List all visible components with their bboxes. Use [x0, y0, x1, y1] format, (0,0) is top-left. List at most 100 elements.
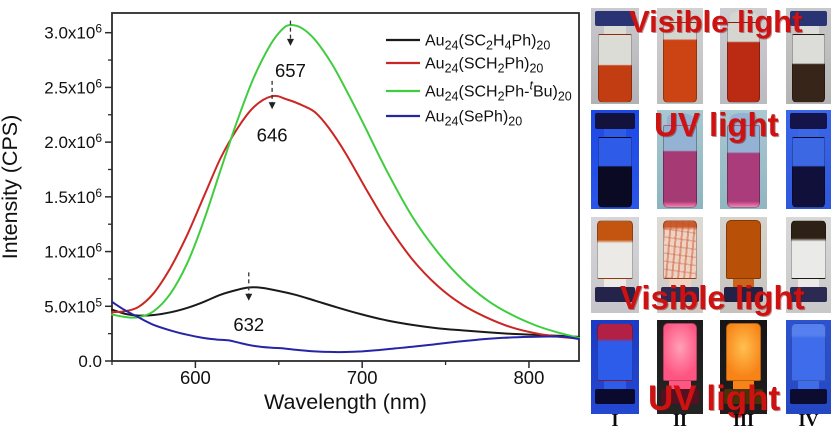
vial-neck — [798, 26, 819, 34]
y-tick-label: 5.0x105 — [44, 295, 102, 316]
vial-body — [726, 22, 761, 103]
vial-cap — [594, 112, 636, 129]
vial-photo-r3-c4 — [786, 217, 831, 313]
y-tick-label: 3.0x106 — [44, 22, 102, 43]
y-axis-label: Intensity (CPS) — [0, 115, 22, 260]
vial — [786, 320, 831, 414]
vial-body — [597, 136, 633, 208]
vial-cap — [789, 388, 828, 404]
vial-cap — [789, 112, 828, 129]
vial — [657, 110, 703, 209]
series-line-SCH2Ph — [111, 94, 580, 340]
vial-neck — [669, 381, 691, 389]
vial — [591, 8, 639, 104]
vial — [786, 8, 831, 104]
vial-body — [663, 22, 697, 103]
vial-body — [792, 136, 825, 208]
series-line-SCH2Ph-tBu — [111, 23, 580, 339]
vial-neck — [730, 10, 757, 23]
vial-cap — [789, 287, 828, 303]
column-label-II: II — [672, 410, 687, 430]
y-tick-label: 0.0 — [78, 352, 102, 371]
vial-photo-r4-c2 — [657, 320, 703, 414]
y-tick-label: 1.0x106 — [44, 241, 102, 262]
x-tick-label: 800 — [514, 367, 545, 388]
peak-arrowhead-646 — [268, 102, 276, 110]
vial — [591, 217, 639, 313]
column-label-III: III — [732, 410, 754, 430]
legend-label-SePh: Au24(SePh)20 — [425, 109, 522, 129]
vial-body — [596, 322, 634, 382]
vial-photo-r2-c3 — [720, 110, 767, 209]
vial-photo-r2-c1 — [591, 110, 639, 209]
vial-cap — [660, 287, 700, 303]
vial — [720, 217, 767, 313]
vial-photo-r2-c2 — [657, 110, 703, 209]
peak-label-632: 632 — [233, 314, 264, 335]
peak-label-657: 657 — [275, 60, 306, 81]
vial-neck — [730, 112, 757, 125]
vial-photo-r4-c1 — [591, 320, 639, 414]
vial-cap — [594, 287, 636, 303]
vial — [720, 8, 767, 104]
x-axis-label: Wavelength (nm) — [264, 390, 427, 414]
vial-cap — [594, 388, 636, 404]
vial-neck — [603, 381, 627, 389]
vial-body — [792, 33, 825, 103]
y-tick-label: 2.0x106 — [44, 131, 102, 152]
vial-photo-r1-c2 — [657, 8, 703, 104]
vial-cap — [723, 287, 764, 303]
vial-body — [596, 219, 634, 280]
peak-arrowhead-632 — [245, 293, 253, 301]
series-line-SePh — [111, 300, 580, 354]
vial — [657, 8, 703, 104]
vial-neck — [798, 279, 819, 288]
vial-photo-r3-c2 — [657, 217, 703, 313]
visible-light-label-bottom: Visible light — [620, 279, 805, 316]
vial-body — [663, 124, 697, 208]
vial-body — [662, 219, 698, 280]
vial-neck — [667, 112, 693, 125]
vial-cap — [594, 10, 636, 27]
uv-light-label-bottom: UV light — [648, 379, 781, 418]
vial-body — [597, 33, 633, 103]
vial-photo-panel: Visible light UV light Visible light UV … — [585, 0, 831, 430]
legend-label-SCH2Ph-tBu: Au24(SCH2Ph-tBu)20 — [425, 79, 572, 104]
vial-photo-r1-c4 — [786, 8, 831, 104]
vial — [720, 320, 767, 414]
vial — [657, 320, 703, 414]
vial-neck — [732, 279, 755, 288]
vial-neck — [798, 381, 819, 389]
vial — [591, 110, 639, 209]
visible-light-label-top: Visible light — [629, 4, 803, 39]
uv-light-label-top: UV light — [654, 106, 779, 143]
vial-cap — [789, 10, 828, 27]
legend-label-SC2H4Ph: Au24(SC2H4Ph)20 — [425, 33, 550, 53]
vial-neck — [603, 26, 627, 34]
vial-neck — [798, 128, 819, 137]
vial-photo-r4-c4 — [786, 320, 831, 414]
vial-neck — [603, 128, 627, 137]
series-line-SC2H4Ph — [111, 286, 580, 338]
vial — [720, 110, 767, 209]
vial-neck — [603, 279, 627, 288]
vial-photo-r1-c1 — [591, 8, 639, 104]
vial-photo-r3-c1 — [591, 217, 639, 313]
vial-photo-r4-c3 — [720, 320, 767, 414]
column-label-I: I — [611, 410, 619, 430]
plot-frame — [111, 12, 580, 362]
vial-photo-r2-c4 — [786, 110, 831, 209]
vial-body — [726, 124, 761, 208]
vial — [657, 217, 703, 313]
vial — [786, 217, 831, 313]
vial-body — [791, 219, 826, 280]
vial — [786, 110, 831, 209]
column-label-IV: IV — [798, 410, 819, 430]
y-tick-label: 2.5x106 — [44, 76, 102, 97]
vial-cap — [660, 388, 700, 404]
vial-neck — [732, 381, 755, 389]
vial-body — [725, 219, 762, 280]
vial — [591, 320, 639, 414]
x-tick-label: 700 — [347, 367, 378, 388]
